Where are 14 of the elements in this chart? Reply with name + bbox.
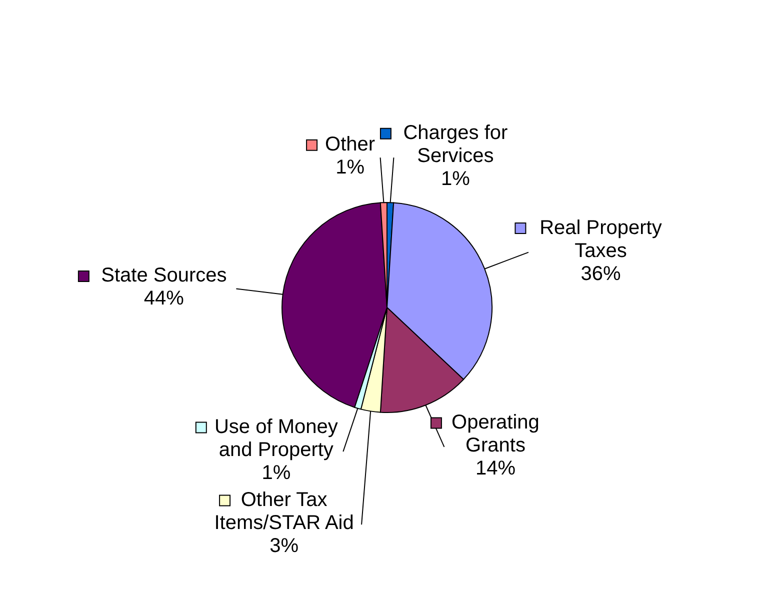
data-label: 14%	[475, 457, 516, 480]
legend-label: Other	[325, 134, 376, 156]
legend-label: Operating Grants	[452, 411, 540, 456]
data-label: 44%	[144, 288, 184, 310]
data-label: 1%	[262, 462, 291, 484]
legend-label: Real Property Taxes	[540, 216, 662, 262]
legend-label: Charges for Services	[403, 122, 508, 168]
data-label: 36%	[580, 262, 621, 285]
legend-label: State Sources	[101, 264, 227, 287]
data-label: 1%	[441, 168, 470, 190]
legend-label: Use of Money and Property	[214, 416, 338, 462]
data-label: 1%	[336, 156, 365, 179]
legend-label: Other Tax Items/STAR Aid	[214, 489, 354, 534]
data-label: 3%	[270, 535, 299, 558]
